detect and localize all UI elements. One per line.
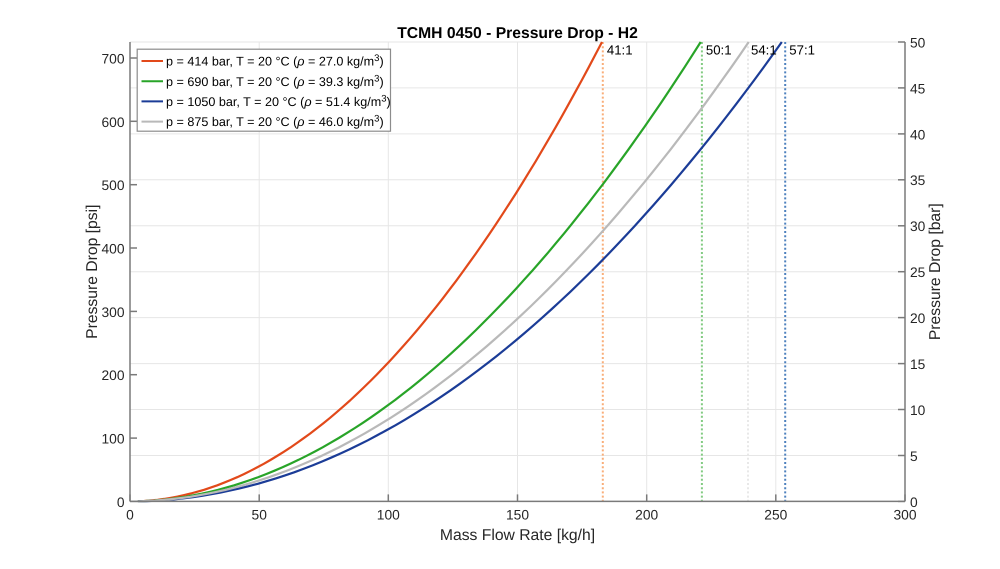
svg-text:5: 5	[910, 449, 918, 464]
svg-text:100: 100	[377, 508, 400, 523]
svg-text:200: 200	[101, 368, 124, 383]
svg-text:15: 15	[910, 357, 926, 372]
svg-text:150: 150	[506, 508, 529, 523]
svg-text:Mass Flow Rate [kg/h]: Mass Flow Rate [kg/h]	[440, 527, 595, 544]
svg-text:45: 45	[910, 81, 926, 96]
svg-text:600: 600	[101, 115, 124, 130]
svg-text:30: 30	[910, 219, 926, 234]
svg-text:p = 690 bar, T = 20 °C (ρ = 39: p = 690 bar, T = 20 °C (ρ = 39.3 kg/m3)	[166, 73, 384, 89]
svg-text:p = 1050 bar, T = 20 °C (ρ = 5: p = 1050 bar, T = 20 °C (ρ = 51.4 kg/m3)	[166, 94, 391, 110]
svg-text:0: 0	[117, 495, 125, 510]
svg-text:20: 20	[910, 311, 926, 326]
svg-text:50:1: 50:1	[706, 43, 732, 58]
svg-text:10: 10	[910, 403, 926, 418]
svg-text:TCMH 0450 - Pressure Drop - H2: TCMH 0450 - Pressure Drop - H2	[397, 25, 638, 42]
svg-text:0: 0	[126, 508, 134, 523]
svg-text:500: 500	[101, 178, 124, 193]
svg-text:p = 875 bar, T = 20 °C (ρ = 46: p = 875 bar, T = 20 °C (ρ = 46.0 kg/m3)	[166, 114, 384, 130]
svg-text:700: 700	[101, 52, 124, 67]
svg-text:100: 100	[101, 432, 124, 447]
svg-text:50: 50	[252, 508, 268, 523]
svg-text:40: 40	[910, 127, 926, 142]
svg-text:Pressure Drop [psi]: Pressure Drop [psi]	[84, 205, 101, 339]
svg-text:300: 300	[101, 305, 124, 320]
svg-text:250: 250	[764, 508, 787, 523]
svg-text:p = 414 bar, T = 20 °C (ρ = 27: p = 414 bar, T = 20 °C (ρ = 27.0 kg/m3)	[166, 53, 384, 69]
svg-text:Pressure Drop [bar]: Pressure Drop [bar]	[927, 203, 944, 340]
svg-text:25: 25	[910, 265, 926, 280]
svg-text:400: 400	[101, 242, 124, 257]
svg-text:41:1: 41:1	[607, 43, 633, 58]
svg-text:50: 50	[910, 35, 926, 50]
svg-text:35: 35	[910, 173, 926, 188]
svg-text:57:1: 57:1	[789, 43, 815, 58]
svg-text:200: 200	[635, 508, 658, 523]
svg-text:300: 300	[893, 508, 916, 523]
svg-text:0: 0	[910, 495, 918, 510]
svg-text:54:1: 54:1	[751, 43, 777, 58]
